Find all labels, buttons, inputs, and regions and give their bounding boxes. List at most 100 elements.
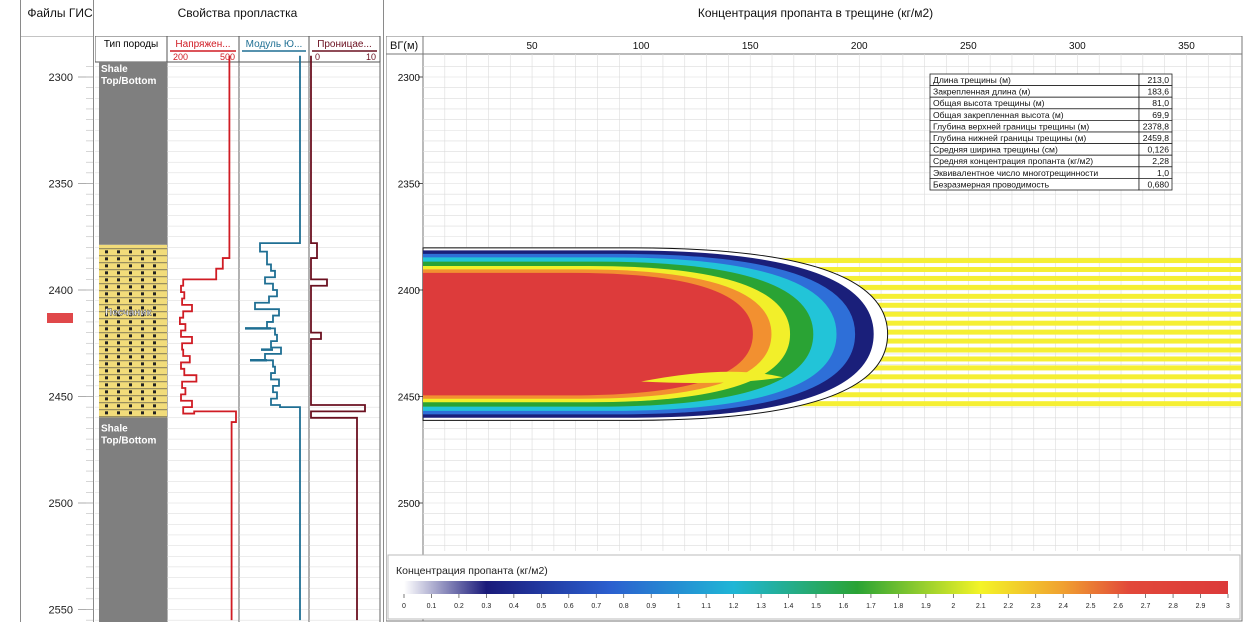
sandstone-dot — [105, 390, 108, 394]
sandstone-dot — [117, 285, 120, 289]
colorbar-tick-label: 0.5 — [536, 603, 546, 610]
sandstone-dot — [141, 299, 144, 303]
layer-property-tracks: Тип породы Напряжен... 200 500 Модуль Ю... Пр… — [95, 36, 381, 622]
info-value: 213,0 — [1147, 75, 1169, 85]
x-tick-label: 150 — [742, 41, 759, 52]
colorbar-tick-label: 1 — [677, 603, 681, 610]
x-tick-label: 100 — [633, 41, 650, 52]
sandstone-dot — [153, 383, 156, 387]
track-header — [308, 36, 381, 63]
sandstone-dot — [117, 313, 120, 317]
panel-divider — [383, 0, 384, 622]
sandstone-dot — [153, 285, 156, 289]
colorbar-tick-label: 0.2 — [454, 603, 464, 610]
sandstone-dot — [129, 404, 132, 408]
info-label: Общая высота трещины (м) — [933, 98, 1045, 108]
sandstone-dot — [117, 271, 120, 275]
proppant-streak — [772, 311, 1241, 317]
sandstone-dot — [129, 278, 132, 282]
sandstone-dot — [141, 348, 144, 352]
colorbar-tick-label: 0.6 — [564, 603, 574, 610]
sandstone-dot — [141, 313, 144, 317]
proppant-streak — [772, 320, 1241, 326]
sandstone-dot — [105, 397, 108, 401]
colorbar-tick-label: 1.8 — [894, 603, 904, 610]
depth-tick-label: 2350 — [49, 179, 73, 191]
colorbar-tick-label: 2.3 — [1031, 603, 1041, 610]
sandstone-dot — [129, 334, 132, 338]
track-range-max: 10 — [366, 52, 376, 62]
sandstone-dot — [153, 341, 156, 345]
lithology-label: Shale — [101, 64, 128, 75]
sandstone-dot — [153, 362, 156, 366]
main-title: Концентрация пропанта в трещине (кг/м2) — [697, 6, 934, 20]
sandstone-dot — [117, 250, 120, 254]
colorbar-tick-label: 2.5 — [1086, 603, 1096, 610]
sandstone-dot — [129, 257, 132, 261]
permeability-curve — [310, 55, 366, 621]
sandstone-dot — [153, 327, 156, 331]
sandstone-dot — [105, 404, 108, 408]
info-value: 69,9 — [1152, 110, 1169, 120]
colorbar-tick-label: 0.1 — [427, 603, 437, 610]
sandstone-dot — [129, 390, 132, 394]
sandstone-dot — [141, 383, 144, 387]
sandstone-dot — [153, 355, 156, 359]
lithology-label: Песчаник — [105, 307, 152, 318]
sandstone-dot — [141, 355, 144, 359]
sandstone-dot — [105, 383, 108, 387]
info-value: 2378,8 — [1143, 121, 1170, 131]
sandstone-dot — [105, 278, 108, 282]
sandstone-dot — [129, 362, 132, 366]
sandstone-dot — [117, 348, 120, 352]
sandstone-dot — [129, 383, 132, 387]
lithology-label: Shale — [101, 423, 128, 434]
panel-divider — [20, 0, 21, 622]
sandstone-dot — [141, 376, 144, 380]
proppant-streak — [772, 284, 1241, 290]
x-tick-label: 200 — [851, 41, 868, 52]
shale-bottom-block — [99, 417, 167, 622]
sandstone-dot — [117, 383, 120, 387]
sandstone-dot — [105, 299, 108, 303]
info-value: 0,680 — [1147, 179, 1169, 189]
track-header-label: Напряжен... — [175, 39, 230, 50]
info-label: Длина трещины (м) — [933, 75, 1011, 85]
track-range-min: 0 — [315, 52, 320, 62]
shale-top-block — [99, 62, 167, 245]
sandstone-dot — [117, 404, 120, 408]
sandstone-dot — [129, 348, 132, 352]
colorbar-tick-label: 2.6 — [1113, 603, 1123, 610]
proppant-streak — [772, 356, 1241, 362]
sandstone-dot — [153, 292, 156, 296]
proppant-streak — [772, 293, 1241, 299]
sandstone-dot — [105, 369, 108, 373]
conc-tongue — [641, 371, 783, 383]
proppant-streak — [772, 275, 1241, 281]
colorbar-tick-label: 1.4 — [784, 603, 794, 610]
sandstone-dot — [153, 411, 156, 415]
sandstone-dot — [117, 355, 120, 359]
info-cell — [1138, 177, 1173, 191]
sandstone-dot — [105, 264, 108, 268]
sandstone-dot — [141, 285, 144, 289]
sandstone-dot — [141, 411, 144, 415]
sandstone-dot — [105, 271, 108, 275]
sandstone-dot — [105, 334, 108, 338]
y-tick-label: 2300 — [398, 73, 421, 84]
sandstone-dot — [105, 285, 108, 289]
sandstone-dot — [153, 369, 156, 373]
sandstone-dot — [141, 278, 144, 282]
colorbar-tick-label: 3 — [1226, 603, 1230, 610]
colorbar-tick-label: 2.7 — [1141, 603, 1151, 610]
sandstone-dot — [153, 390, 156, 394]
sandstone-dot — [117, 278, 120, 282]
sandstone-dot — [153, 250, 156, 254]
colorbar-tick-label: 2 — [951, 603, 955, 610]
sandstone-dot — [141, 327, 144, 331]
track-header-label: Проницае... — [317, 39, 372, 50]
lithology-label: Top/Bottom — [101, 76, 156, 87]
sandstone-dot — [105, 313, 108, 317]
info-value: 2459,8 — [1143, 133, 1170, 143]
